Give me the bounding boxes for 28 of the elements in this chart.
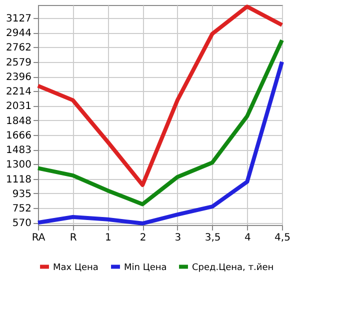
y-tick-label: 2031 <box>6 101 32 112</box>
x-tick-label: 4,5 <box>274 232 290 244</box>
y-tick-label: 2944 <box>6 28 32 40</box>
y-tick-label: 1483 <box>6 145 32 156</box>
x-tick-label: 1 <box>105 232 112 244</box>
y-tick-label: 1300 <box>6 160 32 171</box>
y-tick-label: 3127 <box>6 14 32 25</box>
y-tick-label: 570 <box>12 218 32 230</box>
x-tick-label: 3 <box>174 232 182 244</box>
legend-label: Сред.Цена, т.йен <box>192 262 274 273</box>
y-tick-label: 1848 <box>6 116 32 127</box>
y-tick-label: 1118 <box>6 174 32 186</box>
x-tick-label: 2 <box>140 232 146 244</box>
x-tick-label: 3,5 <box>204 232 221 244</box>
legend-label: Max Цена <box>53 262 98 273</box>
line-series <box>36 4 284 187</box>
y-tick-label: 752 <box>12 204 32 215</box>
x-tick-label: RA <box>32 232 46 244</box>
legend-label: Min Цена <box>124 262 167 273</box>
x-tick-label: 4 <box>244 232 251 244</box>
y-tick-label: 2762 <box>6 42 32 54</box>
y-tick-label: 935 <box>12 188 32 200</box>
line-series <box>36 38 284 206</box>
y-tick-label: 2396 <box>6 72 32 84</box>
x-tick-label: R <box>70 232 77 244</box>
y-tick-label: 2214 <box>6 86 32 98</box>
y-tick-label: 1666 <box>6 130 32 142</box>
y-tick-label: 2579 <box>6 57 32 68</box>
